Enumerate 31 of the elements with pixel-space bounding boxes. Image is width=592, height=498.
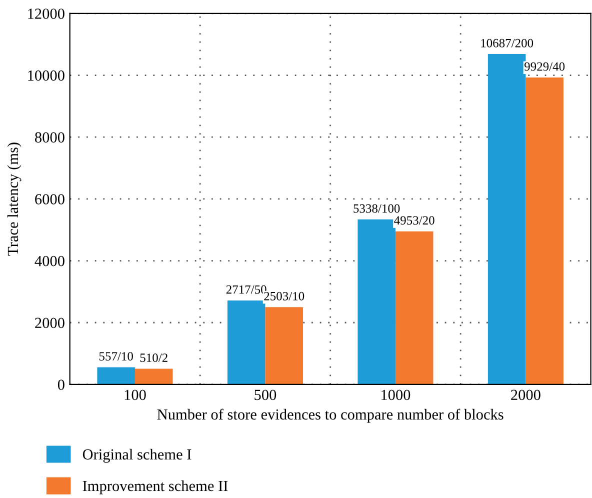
bar [488,54,526,384]
y-tick-label: 6000 [35,194,64,204]
data-label: 2717/50 [226,285,266,294]
bar [227,300,266,384]
y-tick-label: 10000 [28,70,64,81]
legend-label: Improvement scheme II [82,480,228,494]
y-axis-title: Trace latency (ms) [7,142,22,256]
y-tick-label: 8000 [35,132,64,143]
x-tick-label: 500 [254,390,276,400]
data-label: 4953/20 [394,216,434,225]
y-tick-label: 12000 [28,8,64,19]
data-label: 9929/40 [524,62,565,71]
bar [395,231,434,384]
y-tick-label: 0 [58,380,64,390]
y-tick-label: 2000 [35,318,64,328]
y-tick-label: 4000 [34,256,64,266]
x-tick-label: 100 [124,390,146,400]
bar [358,219,396,384]
bar [526,77,564,384]
data-label: 510/2 [140,354,168,362]
bar [97,367,135,384]
bar [134,368,173,384]
legend-label: Original scheme I [82,448,192,463]
data-label: 5338/100 [354,204,400,213]
data-label: 557/10 [99,352,133,361]
x-tick-label: 2000 [511,390,540,400]
data-label: 10687/200 [481,38,534,48]
x-tick-label: 1000 [382,390,410,400]
data-label: 2503/10 [264,292,304,300]
x-axis-title: Number of store evidences to compare number of blocks [157,408,504,423]
bar [265,307,303,384]
